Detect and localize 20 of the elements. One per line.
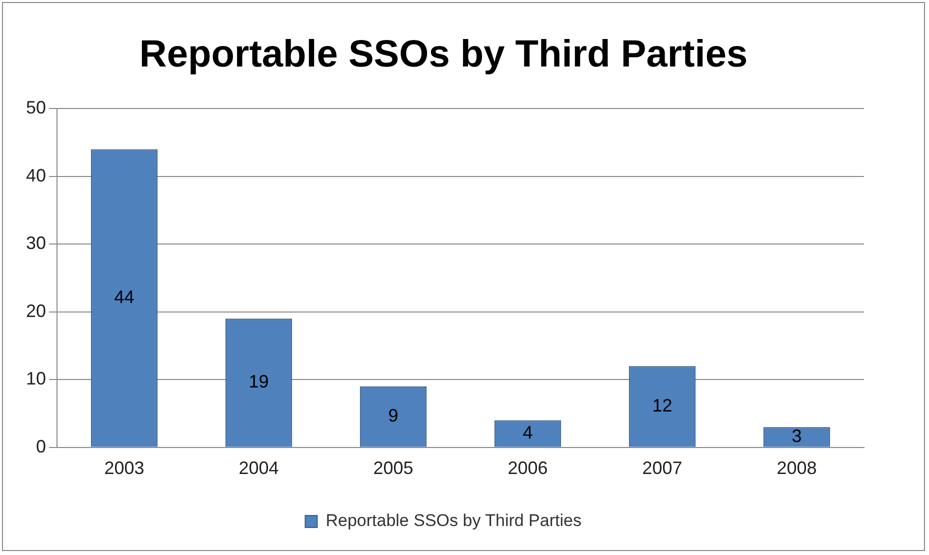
data-label: 44 — [114, 287, 134, 308]
x-tick-label: 2004 — [238, 458, 279, 478]
data-label: 19 — [248, 372, 269, 392]
data-label: 9 — [388, 406, 398, 426]
x-tick-label: 2003 — [104, 458, 144, 478]
y-tick-label: 50 — [26, 98, 46, 118]
y-tick-label: 10 — [26, 368, 46, 389]
legend-label: Reportable SSOs by Third Parties — [326, 511, 582, 530]
y-tick-label: 40 — [26, 165, 46, 186]
y-tick-label: 20 — [26, 300, 46, 321]
x-tick-label: 2008 — [776, 458, 817, 478]
x-tick-label: 2007 — [642, 458, 682, 478]
x-tick-label: 2006 — [508, 458, 548, 478]
x-tick-label: 2005 — [373, 458, 414, 478]
y-tick-label: 30 — [26, 233, 46, 254]
chart-title: Reportable SSOs by Third Parties — [139, 33, 748, 76]
data-label: 12 — [652, 395, 672, 416]
y-tick-label: 0 — [36, 436, 46, 456]
data-label: 4 — [522, 422, 533, 443]
data-label: 3 — [792, 426, 802, 446]
